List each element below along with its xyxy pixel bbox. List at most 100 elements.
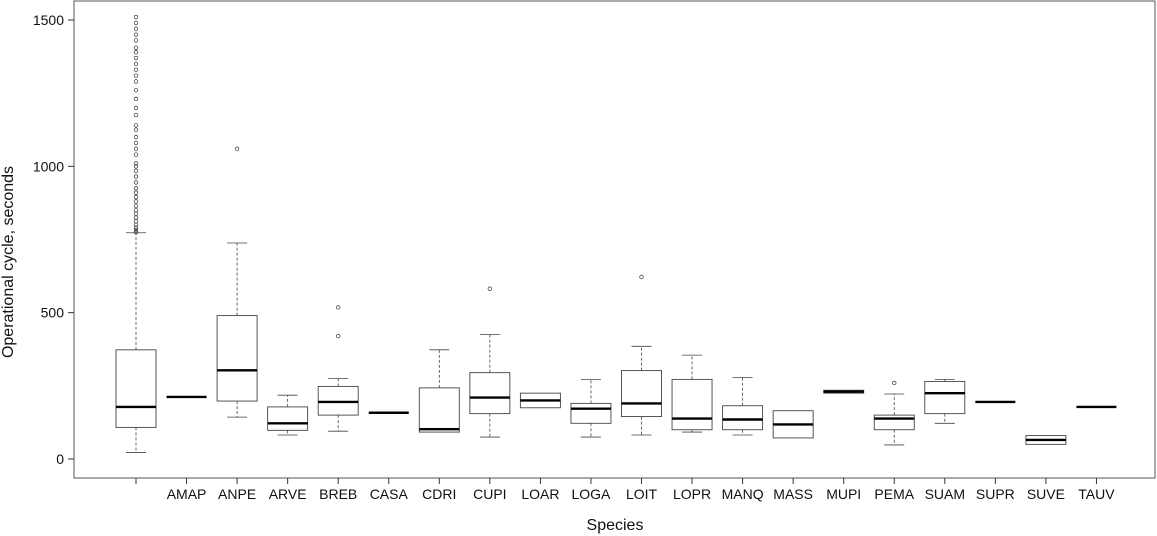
outlier-point <box>133 174 139 179</box>
box <box>115 349 157 428</box>
outlier-point <box>133 152 139 157</box>
plot-border <box>73 0 1156 479</box>
x-tick-label: CDRI <box>422 486 456 502</box>
x-tick-label: MASS <box>773 486 813 502</box>
box <box>267 406 309 431</box>
outlier-point <box>892 380 897 386</box>
box-group <box>469 286 511 438</box>
box <box>621 370 662 418</box>
outlier-point <box>133 26 139 31</box>
outlier-point <box>133 225 139 230</box>
outlier-point <box>133 134 139 140</box>
box <box>722 405 764 431</box>
outlier-point <box>133 180 139 185</box>
outlier-point <box>487 286 493 291</box>
outlier-point <box>133 186 139 191</box>
x-tick-label: TAUV <box>1078 486 1115 502</box>
outlier-point <box>133 55 139 61</box>
box-group <box>772 410 814 439</box>
box-group <box>418 349 460 433</box>
box <box>570 402 612 424</box>
outlier-point <box>133 211 139 216</box>
outlier-point <box>336 333 341 339</box>
x-tick-label: SUVE <box>1027 486 1065 502</box>
box-group <box>216 146 258 418</box>
box-group <box>1025 435 1067 445</box>
outlier-point <box>336 305 341 310</box>
x-axis-title: Species <box>587 517 644 534</box>
outlier-point <box>133 112 139 118</box>
x-tick-label: ANPE <box>218 486 256 502</box>
outlier-point <box>133 161 139 166</box>
box <box>469 372 511 415</box>
outlier-point <box>133 123 139 128</box>
outlier-point <box>133 20 139 26</box>
box-group <box>671 354 713 433</box>
outlier-point <box>133 67 139 72</box>
y-axis: 0 500 1000 1500 <box>33 12 74 467</box>
box-group <box>823 389 865 394</box>
boxes-layer <box>115 14 1117 453</box>
x-tick-label: LOIT <box>626 486 658 502</box>
outlier-point <box>133 38 139 43</box>
outlier-point <box>133 219 139 224</box>
outlier-point <box>639 274 644 280</box>
box-group <box>924 378 966 424</box>
box-group <box>267 394 309 436</box>
outlier-point <box>133 61 139 67</box>
outlier-point <box>133 203 139 208</box>
box-group <box>722 377 764 436</box>
box-group <box>621 274 662 436</box>
plot-frame <box>73 0 1156 479</box>
x-tick-label: AMAP <box>167 486 207 502</box>
y-tick-label: 1000 <box>33 158 64 174</box>
outlier-point <box>133 227 139 233</box>
outlier-point <box>133 32 139 37</box>
outlier-point <box>234 146 240 151</box>
box-group <box>570 378 612 438</box>
box <box>671 378 713 431</box>
box-group <box>873 380 915 446</box>
outlier-point <box>133 88 139 93</box>
outlier-point <box>133 79 139 84</box>
y-tick-label: 0 <box>56 451 64 467</box>
box-group <box>115 14 157 453</box>
outlier-point <box>133 146 139 151</box>
x-tick-label: LOPR <box>673 486 711 502</box>
y-axis-title: Operational cycle, seconds <box>0 166 17 358</box>
box <box>216 315 258 402</box>
outlier-point <box>133 215 139 220</box>
outlier-point <box>133 168 139 173</box>
outlier-point <box>133 127 139 132</box>
outlier-point <box>133 208 139 213</box>
x-tick-label: BREB <box>319 486 357 502</box>
x-tick-label: CUPI <box>473 486 506 502</box>
outlier-point <box>133 73 139 78</box>
x-tick-label: MUPI <box>826 486 861 502</box>
outlier-point <box>133 50 139 55</box>
x-tick-label: CASA <box>370 486 409 502</box>
box <box>418 387 460 433</box>
outlier-point <box>133 14 139 20</box>
outlier-point <box>133 194 139 200</box>
outlier-point <box>133 140 139 146</box>
outlier-point <box>133 105 139 110</box>
x-axis: AMAP ANPE ARVE BREB CASA CDRI CUPI LOAR LOGA LOIT… <box>135 478 1115 502</box>
box-group <box>317 305 359 432</box>
y-tick-label: 500 <box>41 305 65 321</box>
x-tick-label: LOAR <box>521 486 559 502</box>
outlier-point <box>133 45 139 50</box>
outlier-point <box>133 230 139 235</box>
box <box>924 380 966 415</box>
x-tick-label: SUAM <box>925 486 965 502</box>
outlier-point <box>133 199 139 204</box>
box-group <box>519 392 561 409</box>
x-tick-label: ARVE <box>269 486 307 502</box>
x-tick-label: LOGA <box>571 486 611 502</box>
outlier-point <box>133 96 139 102</box>
x-tick-label: MANQ <box>722 486 764 502</box>
outlier-point <box>133 190 139 195</box>
y-tick-label: 1500 <box>33 12 64 28</box>
x-tick-label: SUPR <box>976 486 1015 502</box>
